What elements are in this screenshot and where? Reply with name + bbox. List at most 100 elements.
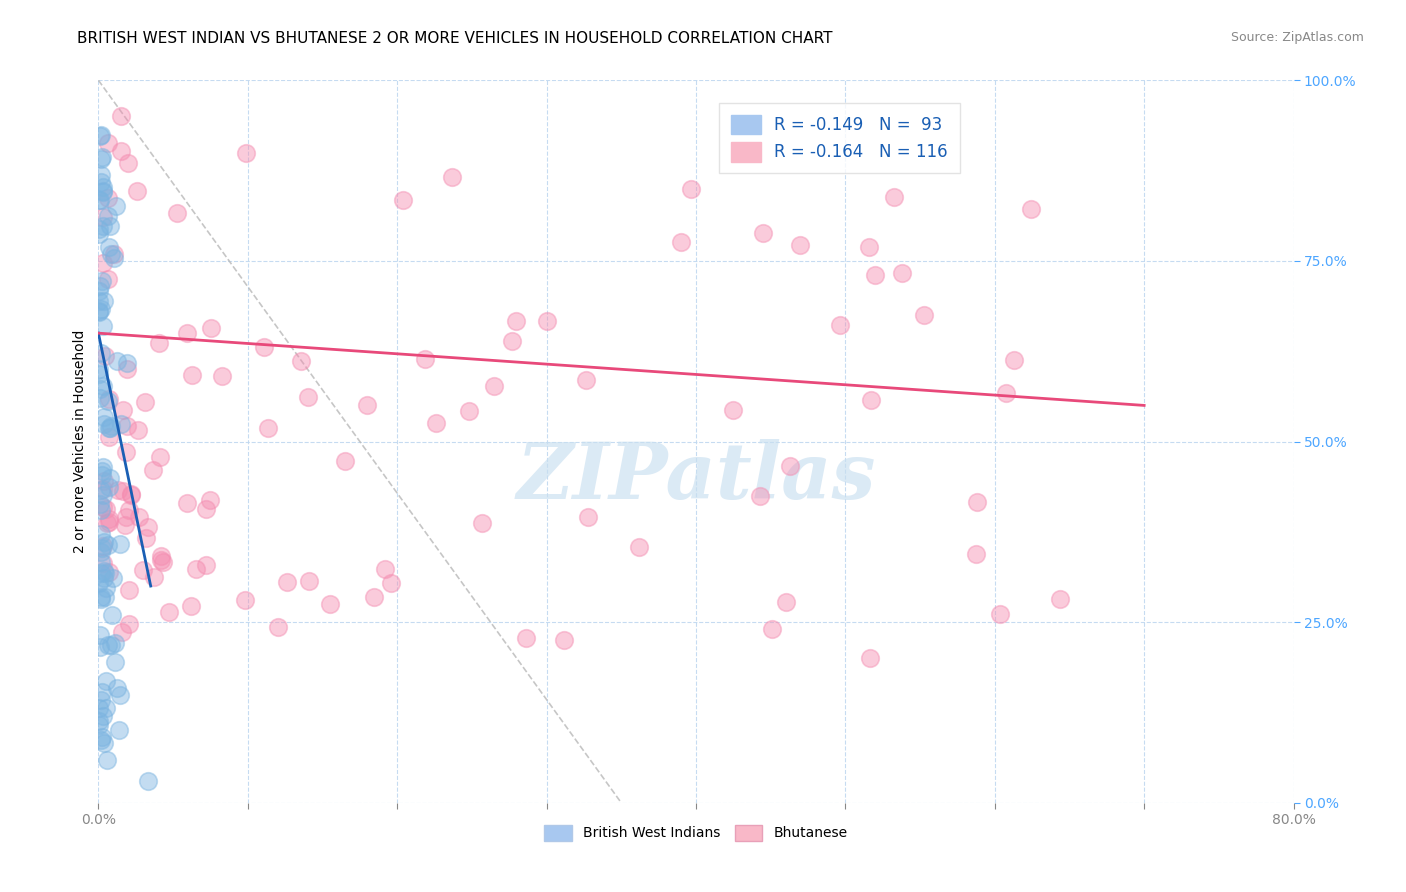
Point: [441, 169, 464, 184]
Point: [318, 598, 340, 612]
Point: [89, 194, 111, 208]
Point: [105, 681, 128, 695]
Point: [297, 390, 319, 404]
Point: [195, 502, 218, 516]
Point: [253, 340, 276, 354]
Point: [90, 566, 112, 580]
Point: [669, 235, 692, 249]
Point: [93, 474, 115, 488]
Point: [93, 293, 115, 308]
Point: [97, 565, 120, 579]
Point: [94, 591, 117, 605]
Point: [91, 488, 114, 502]
Point: [110, 688, 132, 702]
Point: [966, 495, 988, 509]
Point: [1049, 592, 1071, 607]
Point: [89, 382, 111, 396]
Point: [94, 582, 117, 596]
Point: [94, 501, 117, 516]
Point: [148, 336, 170, 351]
Point: [380, 575, 402, 590]
Point: [89, 391, 111, 405]
Point: [150, 553, 173, 567]
Point: [97, 638, 120, 652]
Point: [90, 555, 112, 569]
Point: [110, 109, 132, 123]
Point: [356, 398, 378, 412]
Point: [94, 674, 117, 689]
Point: [392, 193, 415, 207]
Point: [149, 450, 172, 464]
Text: Source: ZipAtlas.com: Source: ZipAtlas.com: [1230, 31, 1364, 45]
Point: [90, 590, 112, 604]
Point: [575, 373, 598, 387]
Point: [114, 517, 136, 532]
Point: [363, 590, 385, 604]
Point: [482, 379, 505, 393]
Point: [89, 361, 111, 376]
Point: [90, 467, 112, 482]
Point: [89, 227, 111, 241]
Point: [103, 246, 125, 260]
Point: [628, 540, 651, 554]
Point: [93, 417, 115, 432]
Point: [91, 556, 114, 570]
Point: [112, 484, 135, 499]
Point: [89, 640, 111, 654]
Point: [91, 318, 114, 333]
Point: [98, 512, 121, 526]
Point: [115, 356, 138, 370]
Text: ZIPatlas: ZIPatlas: [516, 440, 876, 516]
Point: [89, 284, 111, 298]
Point: [93, 564, 115, 578]
Point: [515, 632, 537, 646]
Point: [501, 334, 523, 349]
Point: [789, 237, 811, 252]
Point: [96, 516, 118, 530]
Point: [425, 416, 447, 430]
Point: [97, 136, 120, 150]
Point: [91, 539, 114, 553]
Point: [415, 351, 437, 366]
Point: [761, 622, 783, 636]
Point: [97, 240, 120, 254]
Point: [858, 240, 880, 254]
Point: [128, 510, 150, 524]
Point: [96, 393, 118, 408]
Point: [91, 464, 114, 478]
Point: [988, 607, 1011, 621]
Point: [93, 571, 115, 585]
Point: [115, 362, 138, 376]
Point: [89, 701, 111, 715]
Point: [98, 219, 121, 233]
Point: [93, 410, 115, 425]
Point: [118, 616, 141, 631]
Point: [157, 605, 180, 619]
Point: [233, 592, 256, 607]
Point: [115, 445, 138, 459]
Point: [143, 570, 166, 584]
Point: [91, 378, 114, 392]
Point: [91, 219, 114, 234]
Point: [117, 156, 139, 170]
Point: [90, 175, 112, 189]
Point: [91, 482, 114, 496]
Point: [91, 274, 114, 288]
Point: [93, 534, 115, 549]
Point: [91, 500, 114, 515]
Point: [176, 495, 198, 509]
Point: [91, 255, 114, 269]
Point: [91, 731, 114, 745]
Point: [298, 574, 321, 588]
Point: [108, 537, 131, 551]
Point: [89, 367, 111, 381]
Point: [290, 354, 312, 368]
Point: [118, 582, 141, 597]
Point: [553, 633, 575, 648]
Point: [257, 421, 280, 435]
Point: [91, 185, 114, 199]
Point: [97, 392, 120, 406]
Point: [110, 144, 132, 158]
Point: [90, 168, 112, 182]
Point: [105, 354, 128, 368]
